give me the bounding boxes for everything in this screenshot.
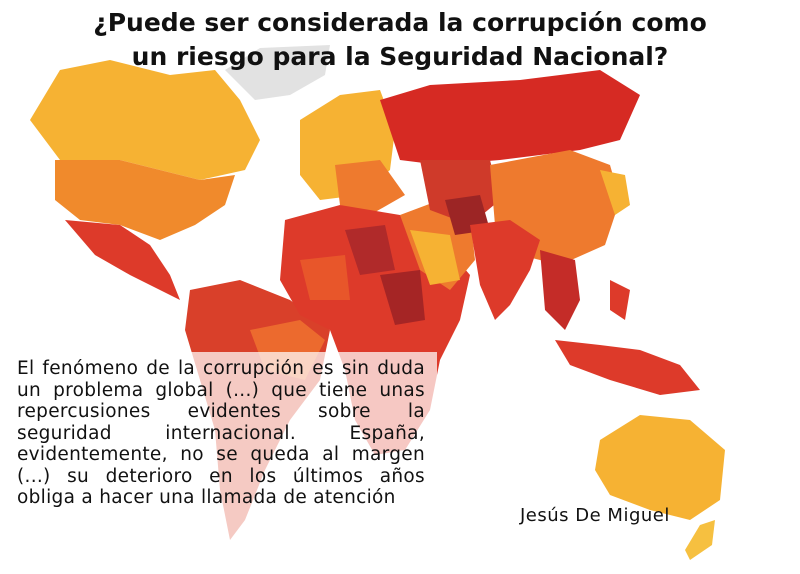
new-zealand <box>685 520 715 560</box>
author: Jesús De Miguel <box>520 505 670 526</box>
canada <box>30 60 260 180</box>
arabia <box>410 230 460 285</box>
philippines <box>610 280 630 320</box>
quote: El fenómeno de la corrupción es sin duda… <box>5 352 437 568</box>
russia <box>380 70 640 165</box>
japan-korea <box>600 170 630 215</box>
australia <box>595 415 725 520</box>
indochina <box>540 250 580 330</box>
title-line: ¿Puede ser considerada la corrupción com… <box>93 8 707 37</box>
title-line: un riesgo para la Seguridad Nacional? <box>131 42 669 71</box>
sudan <box>380 270 425 325</box>
greenland <box>225 45 330 100</box>
west-africa <box>300 255 350 300</box>
south-europe <box>335 160 405 215</box>
india <box>470 220 540 320</box>
usa <box>55 160 235 240</box>
mexico <box>65 220 180 300</box>
indonesia <box>555 340 700 395</box>
libya <box>345 225 395 275</box>
